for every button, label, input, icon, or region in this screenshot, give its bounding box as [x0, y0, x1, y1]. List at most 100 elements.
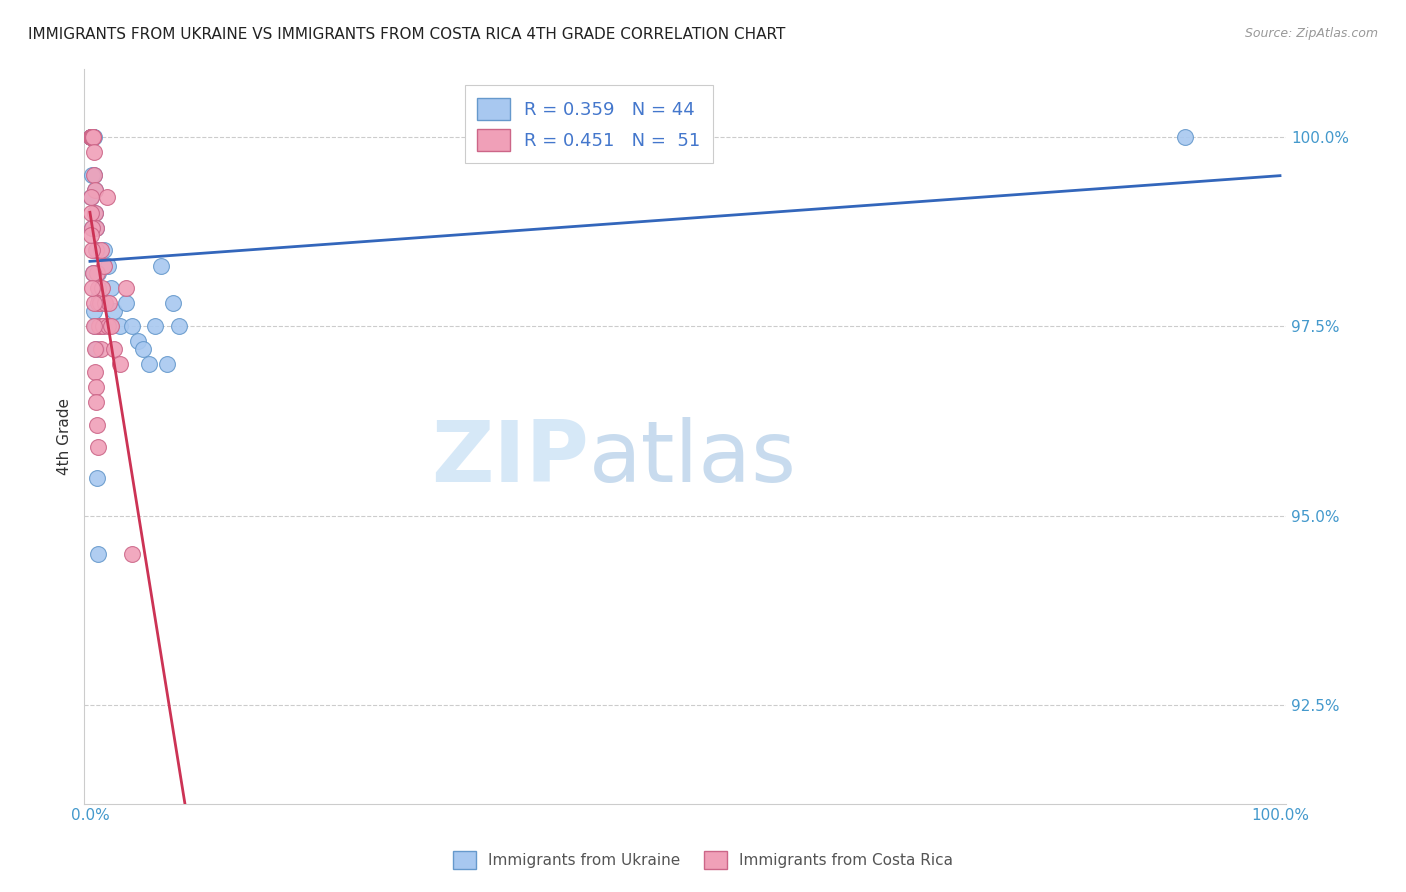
Point	[108, 319, 131, 334]
Point	[145, 319, 167, 334]
Point	[84, 220, 107, 235]
Point	[83, 168, 105, 182]
Point	[93, 244, 115, 258]
Point	[82, 220, 104, 235]
Point	[83, 319, 105, 334]
Legend: R = 0.359   N = 44, R = 0.451   N =  51: R = 0.359 N = 44, R = 0.451 N = 51	[464, 85, 713, 163]
Text: ZIP: ZIP	[432, 417, 589, 500]
Point	[86, 244, 108, 258]
Point	[138, 357, 160, 371]
Point	[80, 129, 103, 144]
Point	[80, 129, 103, 144]
Point	[80, 228, 103, 243]
Point	[82, 129, 104, 144]
Point	[82, 129, 104, 144]
Point	[87, 547, 110, 561]
Text: IMMIGRANTS FROM UKRAINE VS IMMIGRANTS FROM COSTA RICA 4TH GRADE CORRELATION CHAR: IMMIGRANTS FROM UKRAINE VS IMMIGRANTS FR…	[28, 27, 786, 42]
Point	[127, 334, 149, 349]
Point	[100, 281, 122, 295]
Point	[167, 319, 190, 334]
Point	[91, 319, 114, 334]
Point	[86, 417, 108, 432]
Point	[94, 296, 117, 310]
Point	[89, 319, 111, 334]
Point	[86, 395, 108, 409]
Point	[82, 129, 104, 144]
Point	[90, 244, 112, 258]
Point	[83, 129, 105, 144]
Point	[121, 319, 143, 334]
Point	[86, 266, 108, 280]
Point	[80, 220, 103, 235]
Point	[80, 205, 103, 219]
Point	[82, 244, 104, 258]
Point	[80, 281, 103, 295]
Point	[82, 266, 104, 280]
Legend: Immigrants from Ukraine, Immigrants from Costa Rica: Immigrants from Ukraine, Immigrants from…	[447, 845, 959, 875]
Point	[114, 296, 136, 310]
Point	[80, 190, 103, 204]
Point	[150, 259, 173, 273]
Point	[82, 266, 104, 280]
Point	[96, 190, 118, 204]
Point	[83, 145, 105, 159]
Point	[90, 319, 112, 334]
Point	[89, 289, 111, 303]
Point	[82, 129, 104, 144]
Point	[98, 296, 121, 310]
Point	[79, 129, 101, 144]
Point	[90, 281, 112, 295]
Text: atlas: atlas	[589, 417, 797, 500]
Point	[84, 365, 107, 379]
Point	[89, 296, 111, 310]
Point	[83, 319, 105, 334]
Point	[93, 259, 115, 273]
Point	[83, 183, 105, 197]
Point	[86, 244, 108, 258]
Point	[84, 342, 107, 356]
Point	[84, 220, 107, 235]
Point	[86, 281, 108, 295]
Point	[87, 296, 110, 310]
Point	[80, 129, 103, 144]
Point	[162, 296, 184, 310]
Point	[86, 471, 108, 485]
Point	[83, 168, 105, 182]
Point	[87, 266, 110, 280]
Point	[80, 190, 103, 204]
Point	[80, 129, 103, 144]
Point	[84, 380, 107, 394]
Point	[83, 183, 105, 197]
Point	[79, 129, 101, 144]
Point	[84, 205, 107, 219]
Point	[1174, 129, 1197, 144]
Point	[80, 129, 103, 144]
Point	[83, 342, 105, 356]
Point	[82, 129, 104, 144]
Point	[82, 129, 104, 144]
Point	[84, 205, 107, 219]
Point	[108, 357, 131, 371]
Point	[83, 304, 105, 318]
Point	[80, 168, 103, 182]
Point	[97, 259, 120, 273]
Point	[156, 357, 179, 371]
Point	[80, 129, 103, 144]
Point	[80, 129, 103, 144]
Point	[82, 129, 104, 144]
Point	[90, 296, 112, 310]
Point	[103, 304, 125, 318]
Text: Source: ZipAtlas.com: Source: ZipAtlas.com	[1244, 27, 1378, 40]
Point	[87, 319, 110, 334]
Point	[114, 281, 136, 295]
Point	[90, 342, 112, 356]
Point	[80, 129, 103, 144]
Point	[121, 547, 143, 561]
Point	[86, 441, 108, 455]
Point	[83, 296, 105, 310]
Point	[80, 129, 103, 144]
Point	[103, 342, 125, 356]
Point	[132, 342, 155, 356]
Y-axis label: 4th Grade: 4th Grade	[58, 398, 72, 475]
Point	[80, 129, 103, 144]
